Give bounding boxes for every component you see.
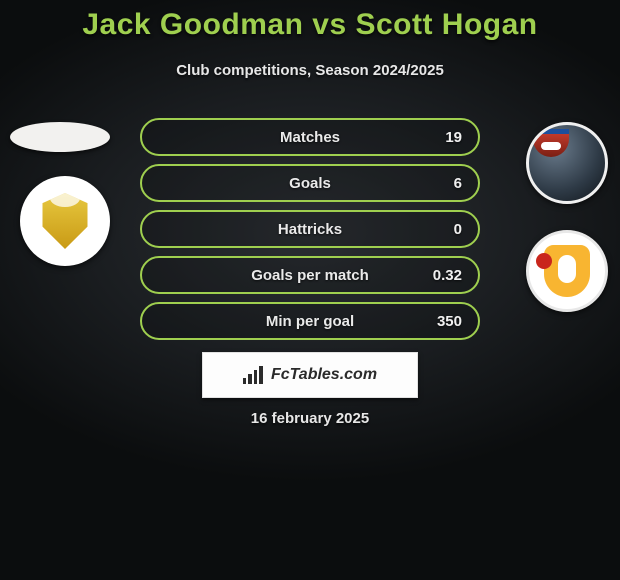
stat-label: Hattricks xyxy=(142,221,478,238)
stat-label: Min per goal xyxy=(142,313,478,330)
stat-label: Goals per match xyxy=(142,267,478,284)
stat-row-min-per-goal: Min per goal 350 xyxy=(140,302,480,340)
stat-value-right: 350 xyxy=(437,313,462,330)
page-subtitle: Club competitions, Season 2024/2025 xyxy=(0,62,620,79)
bar-chart-icon xyxy=(243,366,265,384)
stat-value-right: 0 xyxy=(454,221,462,238)
stat-label: Goals xyxy=(142,175,478,192)
stat-value-right: 19 xyxy=(445,129,462,146)
stat-value-right: 0.32 xyxy=(433,267,462,284)
player-left-avatar xyxy=(10,122,110,152)
brand-text: FcTables.com xyxy=(271,366,377,384)
stat-row-goals: Goals 6 xyxy=(140,164,480,202)
stat-row-matches: Matches 19 xyxy=(140,118,480,156)
stat-label: Matches xyxy=(142,129,478,146)
page-title: Jack Goodman vs Scott Hogan xyxy=(0,8,620,42)
club-right-badge xyxy=(526,230,608,312)
shield-icon xyxy=(40,193,90,249)
stat-value-right: 6 xyxy=(454,175,462,192)
club-left-badge xyxy=(20,176,110,266)
date-text: 16 february 2025 xyxy=(0,410,620,427)
stat-row-hattricks: Hattricks 0 xyxy=(140,210,480,248)
brand-badge: FcTables.com xyxy=(202,352,418,398)
comparison-card: Jack Goodman vs Scott Hogan Club competi… xyxy=(0,0,620,580)
club-shield-icon xyxy=(544,245,590,297)
stat-row-goals-per-match: Goals per match 0.32 xyxy=(140,256,480,294)
stats-list: Matches 19 Goals 6 Hattricks 0 Goals per… xyxy=(140,118,480,348)
player-right-avatar xyxy=(526,122,608,204)
league-badge-icon xyxy=(533,129,569,157)
